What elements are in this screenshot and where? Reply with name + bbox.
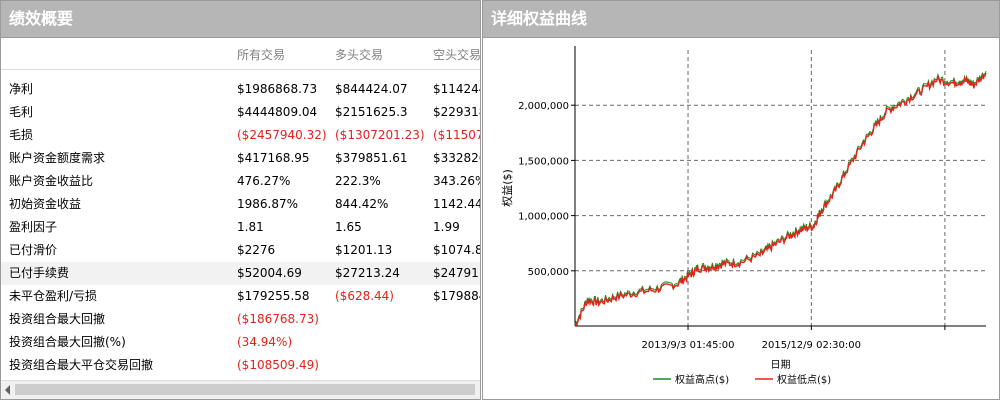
x-tick-label: 2015/12/9 02:30:00 [762,340,861,351]
header-divider [1,69,480,70]
series-line-equity-low [574,72,987,328]
scrollbar-thumb[interactable] [15,384,475,395]
cell-value: ($186768.73) [237,312,319,326]
cell-value: ($2457940.32) [237,128,327,142]
scroll-left-icon[interactable] [5,385,10,395]
cell-value: $1074.87 [433,243,480,257]
x-axis-title: 日期 [771,359,791,371]
table-row[interactable]: 投资组合最大回撤(%) (34.94%) [1,331,480,354]
panel-title: 绩效概要 [1,1,480,38]
horizontal-scrollbar[interactable] [1,380,480,399]
cell-value: 1142.44% [433,197,480,211]
table-row[interactable]: 初始资金收益 1986.87% 844.42% 1142.44% [1,193,480,216]
cell-value: $1201.13 [335,243,393,257]
cell-value: $1986868.73 [237,82,318,96]
performance-summary-panel: 绩效概要 所有交易 多头交易 空头交易 净利 $1986868.73 $844424… [0,0,481,400]
x-tick-label: 2013/9/3 01:45:00 [642,340,735,351]
cell-value: $379851.61 [335,151,408,165]
table-row[interactable]: 投资组合最大平仓交易回撤 ($108509.49) [1,354,480,377]
cell-value: $27213.24 [335,266,400,280]
table-row[interactable]: 毛损 ($2457940.32) ($1307201.23) ($1150739.08… [1,124,480,147]
legend-label: 权益高点($) [675,373,729,386]
cell-value: 1986.87% [237,197,299,211]
cell-value: 1.99 [433,220,460,234]
cell-value: $1142444.66 [433,82,480,96]
cell-value: 1.65 [335,220,362,234]
y-tick-label: 500,000 [528,267,569,278]
cell-value: 476.27% [237,174,291,188]
column-header-long[interactable]: 多头交易 [335,48,384,62]
cell-value: 343.26% [433,174,480,188]
cell-value: $4444809.04 [237,105,318,119]
cell-value: ($108509.49) [237,358,319,372]
cell-value: $179884.02 [433,289,480,303]
cell-value: $417168.95 [237,151,310,165]
panel-title: 详细权益曲线 [483,1,999,38]
cell-value: 844.42% [335,197,389,211]
row-label: 已付滑价 [9,243,58,257]
table-row[interactable]: 盈利因子 1.81 1.65 1.99 [1,216,480,239]
table-row[interactable]: 已付手续费 $52004.69 $27213.24 $24791.45 [1,262,480,285]
row-label: 毛利 [9,105,34,119]
column-header-all[interactable]: 所有交易 [237,48,286,62]
summary-table: 所有交易 多头交易 空头交易 净利 $1986868.73 $844424.07 $1… [1,38,480,380]
row-label: 毛损 [9,128,34,142]
cell-value: $332826.20 [433,151,480,165]
cell-value: 1.81 [237,220,264,234]
cell-value: $52004.69 [237,266,302,280]
column-header-short[interactable]: 空头交易 [433,48,480,62]
table-row[interactable]: 账户资金额度需求 $417168.95 $379851.61 $332826.20 [1,147,480,170]
cell-value: $2293183.74 [433,105,480,119]
y-tick-label: 1,500,000 [518,156,569,167]
cell-value: $2276 [237,243,276,257]
row-label: 盈利因子 [9,220,58,234]
y-tick-label: 2,000,000 [518,101,569,112]
legend-label: 权益低点($) [777,373,831,386]
row-label: 账户资金额度需求 [9,151,106,165]
cell-value: $2151625.3 [335,105,408,119]
cell-value: ($628.44) [335,289,394,303]
cell-value: $844424.07 [335,82,408,96]
table-row[interactable]: 净利 $1986868.73 $844424.07 $1142444.66 [1,78,480,101]
table-row[interactable]: 毛利 $4444809.04 $2151625.3 $2293183.74 [1,101,480,124]
row-label: 已付手续费 [9,266,70,280]
table-row[interactable]: 账户资金收益比 476.27% 222.3% 343.26% [1,170,480,193]
y-axis-title: 权益($) [500,169,514,207]
table-row[interactable]: 已付滑价 $2276 $1201.13 $1074.87 [1,239,480,262]
cell-value: $24791.45 [433,266,480,280]
row-label: 投资组合最大回撤 [9,312,106,326]
row-label: 账户资金收益比 [9,174,94,188]
table-row[interactable]: 投资组合最大回撤 ($186768.73) [1,308,480,331]
row-label: 初始资金收益 [9,197,82,211]
cell-value: $179255.58 [237,289,310,303]
equity-chart: 500,000 1,000,000 1,500,000 2,000,000 2013/9… [500,46,987,386]
equity-curve-panel: 详细权益曲线 500,000 1,000,000 1,500,000 2,000,00… [482,0,1000,400]
table-row[interactable]: 未平仓盈利/亏损 $179255.58 ($628.44) $179884.02 [1,285,480,308]
row-label: 投资组合最大回撤(%) [9,335,126,349]
series-line-equity-high [574,71,987,325]
cell-value: 222.3% [335,174,381,188]
cell-value: ($1307201.23) [335,128,425,142]
row-label: 净利 [9,82,34,96]
row-label: 未平仓盈利/亏损 [9,289,98,303]
row-label: 投资组合最大平仓交易回撤 [9,358,154,372]
cell-value: (34.94%) [237,335,293,349]
y-tick-label: 1,000,000 [518,212,569,223]
cell-value: ($1150739.08) [433,128,480,142]
